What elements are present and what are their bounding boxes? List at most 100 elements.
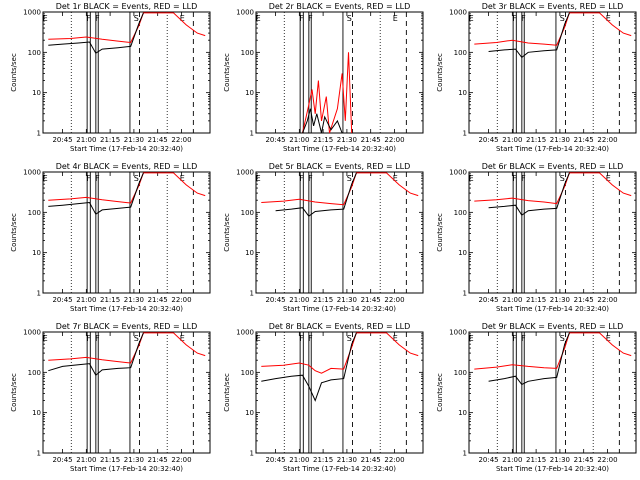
panel-det-8: Det 8r BLACK = Events, RED = LLD 1 10 100 10…: [223, 322, 424, 473]
y-tick-label: 1: [463, 450, 467, 458]
series-events-line: [275, 172, 357, 217]
x-tick-label: 21:15: [526, 456, 546, 464]
x-tick-label: 22:00: [384, 296, 404, 304]
y-tick-label: 1: [250, 290, 254, 298]
x-tick-label: 22:00: [597, 296, 617, 304]
panel-title: Det 3r BLACK = Events, RED = LLD: [482, 2, 624, 11]
series-events-line: [488, 332, 570, 386]
x-tick-label: 22:00: [597, 456, 617, 464]
x-tick-label: 21:30: [337, 136, 357, 144]
event-marker: F: [512, 14, 517, 23]
x-tick-label: 21:15: [313, 456, 333, 464]
x-tick-label: 20:45: [265, 456, 285, 464]
event-marker: S: [347, 334, 352, 343]
x-tick-label: 21:00: [76, 456, 96, 464]
event-marker: S: [134, 174, 139, 183]
x-tick-label: 21:15: [313, 296, 333, 304]
y-tick-label: 100: [28, 369, 41, 377]
y-tick-label: 100: [454, 49, 467, 57]
event-marker: S: [134, 14, 139, 23]
x-tick-label: 22:00: [171, 456, 191, 464]
y-tick-label: 100: [241, 369, 254, 377]
panel-title: Det 6r BLACK = Events, RED = LLD: [482, 162, 624, 171]
event-marker: E: [606, 14, 611, 23]
x-tick-label: 21:00: [502, 296, 522, 304]
event-marker: S: [560, 334, 565, 343]
series-lld-line: [261, 172, 419, 206]
series-lld-line: [474, 12, 632, 46]
x-axis-label: Start Time (17-Feb-14 20:32:40): [70, 145, 183, 153]
event-marker: F: [86, 334, 91, 343]
y-axis-label: Counts/sec: [223, 53, 231, 92]
event-marker: S: [347, 174, 352, 183]
plot-frame: [255, 171, 424, 294]
panel-det-7: Det 7r BLACK = Events, RED = LLD 1 10 100 10…: [10, 322, 211, 473]
panel-title: Det 8r BLACK = Events, RED = LLD: [269, 322, 411, 331]
plot-frame: [255, 11, 424, 134]
x-tick-label: 22:00: [171, 296, 191, 304]
x-tick-label: 21:45: [148, 456, 168, 464]
event-marker: F: [95, 174, 100, 183]
y-tick-label: 100: [454, 209, 467, 217]
event-marker: S: [560, 174, 565, 183]
y-axis-label: Counts/sec: [10, 53, 18, 92]
event-marker: E: [43, 174, 48, 183]
x-tick-label: 21:45: [574, 456, 594, 464]
x-tick-label: 21:30: [124, 456, 144, 464]
x-tick-label: 21:00: [289, 136, 309, 144]
y-tick-label: 1: [250, 450, 254, 458]
x-tick-label: 21:45: [361, 456, 381, 464]
event-marker: E: [180, 174, 185, 183]
y-axis-label: Counts/sec: [10, 373, 18, 412]
y-tick-label: 1000: [449, 9, 467, 17]
series-lld-line: [48, 332, 206, 364]
series-lld-line: [302, 52, 353, 134]
y-tick-label: 1: [37, 130, 41, 138]
y-axis-label: Counts/sec: [223, 373, 231, 412]
event-marker: F: [299, 14, 304, 23]
y-tick-label: 1: [250, 130, 254, 138]
y-tick-label: 100: [241, 209, 254, 217]
x-tick-label: 20:45: [52, 136, 72, 144]
y-tick-label: 100: [28, 209, 41, 217]
y-tick-label: 1000: [236, 169, 254, 177]
event-marker: S: [347, 14, 352, 23]
y-tick-label: 1000: [23, 329, 41, 337]
y-tick-label: 100: [454, 369, 467, 377]
x-tick-label: 21:00: [289, 296, 309, 304]
panel-title: Det 1r BLACK = Events, RED = LLD: [56, 2, 198, 11]
x-tick-label: 21:30: [124, 296, 144, 304]
event-marker: F: [308, 174, 313, 183]
x-tick-label: 21:45: [148, 296, 168, 304]
event-marker: E: [256, 334, 261, 343]
x-tick-label: 22:00: [597, 136, 617, 144]
event-marker: E: [180, 14, 185, 23]
x-tick-label: 21:00: [502, 136, 522, 144]
x-tick-label: 20:45: [478, 296, 498, 304]
series-events-line: [48, 172, 144, 215]
series-events-line: [48, 12, 144, 54]
y-tick-label: 100: [28, 49, 41, 57]
event-marker: F: [299, 334, 304, 343]
plot-frame: [468, 11, 637, 134]
y-tick-label: 1: [463, 290, 467, 298]
x-tick-label: 21:30: [337, 296, 357, 304]
plot-frame: [255, 331, 424, 454]
x-tick-label: 21:15: [526, 296, 546, 304]
event-marker: F: [512, 174, 517, 183]
x-tick-label: 22:00: [384, 456, 404, 464]
y-tick-label: 10: [32, 249, 41, 257]
event-marker: F: [512, 334, 517, 343]
event-marker: E: [469, 174, 474, 183]
y-axis-label: Counts/sec: [223, 213, 231, 252]
series-events-line: [261, 332, 357, 402]
panel-det-4: Det 4r BLACK = Events, RED = LLD 1 10 100 10…: [10, 162, 211, 313]
series-events-line: [488, 12, 570, 59]
y-tick-label: 10: [458, 89, 467, 97]
y-tick-label: 1000: [449, 169, 467, 177]
panel-title: Det 4r BLACK = Events, RED = LLD: [56, 162, 198, 171]
x-tick-label: 21:45: [361, 296, 381, 304]
plot-frame: [42, 171, 211, 294]
x-tick-label: 21:30: [337, 456, 357, 464]
